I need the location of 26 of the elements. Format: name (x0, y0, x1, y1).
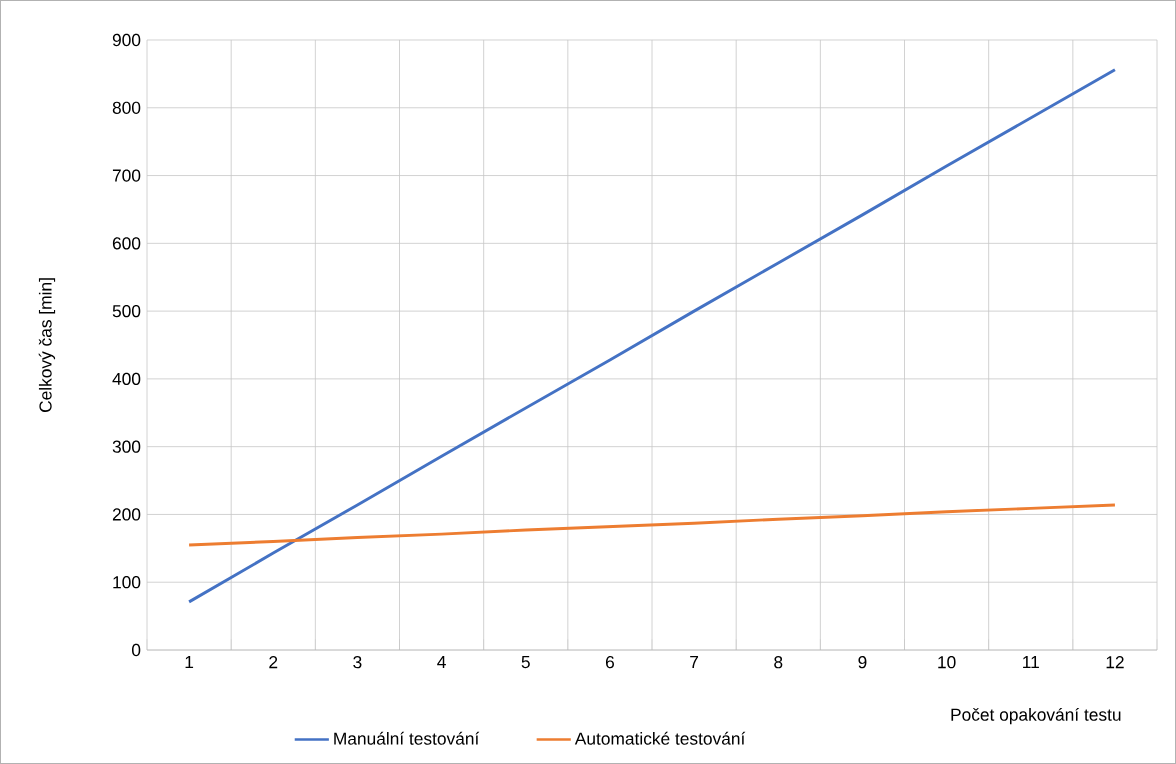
y-tick-label: 100 (113, 576, 141, 589)
legend-label: Manuální testování (334, 731, 480, 745)
x-tick-label: 3 (353, 656, 362, 669)
y-tick-label: 300 (112, 440, 141, 453)
y-tick-label: 400 (112, 372, 141, 386)
y-tick-label: 0 (131, 643, 141, 657)
x-tick-label: 5 (521, 656, 530, 669)
x-tick-label: 1 (185, 656, 194, 668)
y-tick-label: 800 (112, 101, 141, 114)
x-tick-label: 9 (858, 656, 867, 669)
x-tick-label: 7 (690, 656, 699, 668)
x-tick-label: 4 (437, 656, 446, 668)
x-tick-label: 11 (1023, 656, 1039, 668)
x-tick-label: 10 (938, 656, 956, 669)
x-tick-label: 2 (269, 656, 278, 669)
y-axis-title: Celkový čas [min] (38, 278, 56, 413)
y-tick-label: 600 (112, 237, 141, 250)
legend-label: Automatické testování (574, 731, 746, 745)
x-tick-label: 8 (774, 656, 783, 669)
y-tick-label: 500 (112, 304, 141, 318)
x-axis-title: Počet opakování testu (951, 707, 1121, 725)
y-tick-label: 900 (112, 33, 141, 47)
x-tick-label: 6 (605, 656, 614, 669)
y-tick-label: 200 (112, 508, 141, 521)
x-tick-label: 12 (1106, 656, 1124, 669)
y-tick-label: 700 (112, 169, 141, 182)
